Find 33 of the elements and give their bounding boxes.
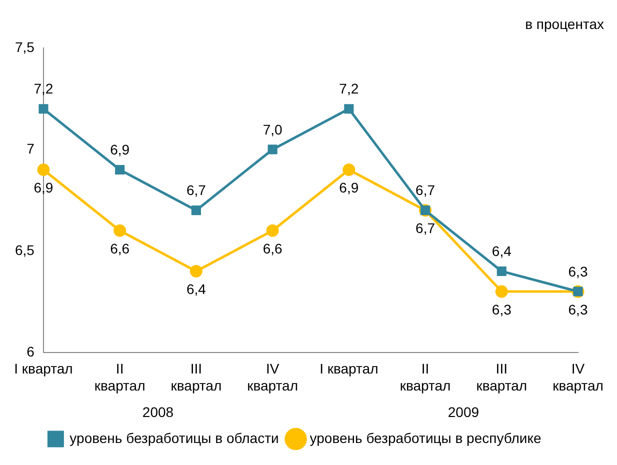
text: 2009	[448, 404, 480, 420]
text: 2008	[142, 404, 174, 420]
data-label: 6,4	[492, 243, 512, 260]
x-tick-label: II квартал	[400, 360, 451, 394]
data-label: 6,9	[34, 180, 54, 196]
legend-label: уровень безработицы в области	[70, 430, 279, 446]
data-label: 6,6	[262, 240, 282, 256]
x-tick-label: I квартал	[320, 360, 378, 377]
data-label: 6,7	[416, 220, 436, 236]
y-tick-label: 6,5	[14, 242, 35, 258]
y-tick-label: 6	[26, 343, 35, 360]
x-tick-label: III квартал	[170, 360, 222, 394]
legend-label: уровень безработицы в республике	[310, 430, 542, 446]
data-label: 6,7	[186, 182, 206, 198]
data-label: 6,7	[416, 182, 436, 198]
chart-subtitle: в процентах	[525, 16, 604, 32]
x-tick-label: IV квартал	[247, 360, 298, 394]
x-tick-label: I квартал	[14, 360, 73, 377]
data-label: 6,3	[492, 301, 512, 318]
data-label: 6,9	[110, 142, 130, 158]
data-label: 7,0	[262, 121, 282, 138]
data-label: 6,6	[110, 240, 130, 256]
x-tick-label: II квартал	[94, 360, 146, 394]
x-tick-label: III квартал	[476, 360, 528, 394]
x-tick-label: IV квартал	[552, 360, 604, 394]
data-label: 6,4	[186, 281, 206, 298]
data-label: 6,3	[568, 263, 588, 280]
data-label: 6,3	[568, 301, 588, 318]
data-label: 6,9	[339, 180, 359, 196]
data-label: 7,2	[34, 80, 54, 97]
y-tick-label: 7,5	[14, 38, 35, 55]
data-label: 7,2	[339, 80, 359, 97]
y-tick-label: 7	[26, 140, 35, 156]
